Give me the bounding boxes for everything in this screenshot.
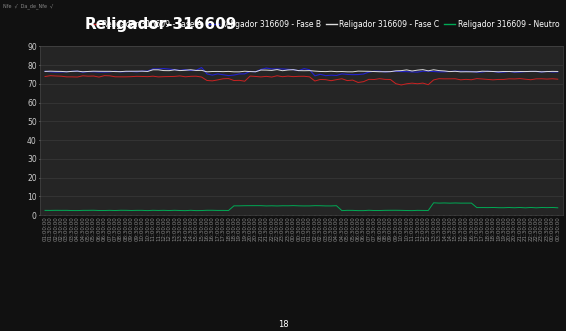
Text: Nfe  √  Da_de_Nfe  √: Nfe √ Da_de_Nfe √ — [3, 3, 53, 9]
Text: 18: 18 — [278, 320, 288, 329]
Text: Religador-316609: Religador-316609 — [85, 17, 237, 31]
Legend: Religador 316609 - Fase A, Religador 316609 - Fase B, Religador 316609 - Fase C,: Religador 316609 - Fase A, Religador 316… — [89, 20, 559, 29]
